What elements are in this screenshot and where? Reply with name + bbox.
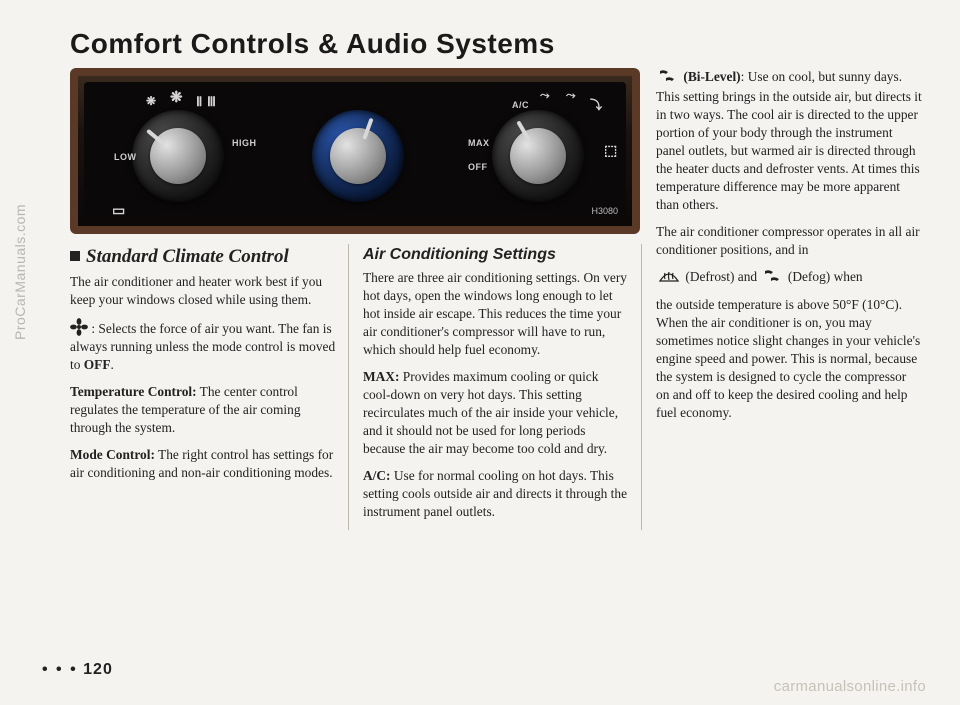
ac-label-bold: A/C: — [363, 468, 391, 483]
high-label: HIGH — [232, 138, 257, 148]
column-3: (Bi-Level): Use on cool, but sunny days.… — [656, 244, 922, 530]
manual-page: Comfort Controls & Audio Systems LOW HIG… — [0, 0, 960, 540]
defrost-defog-line: (Defrost) and (Defog) when — [656, 268, 922, 288]
max-label: MAX — [468, 138, 490, 148]
floor-tick-icon: ⤵ — [590, 96, 603, 113]
page-number-value: 120 — [83, 661, 113, 678]
off-label: OFF — [468, 162, 488, 172]
defrost-tick-icon: ⬚ — [604, 142, 618, 159]
bilevel-text: : Use on cool, but sunny days. This sett… — [656, 69, 922, 212]
defog-icon — [763, 269, 783, 288]
col1-intro: The air conditioner and heater work best… — [70, 273, 336, 309]
temperature-knob — [312, 110, 404, 202]
temp-label: Temperature Control: — [70, 384, 197, 399]
compressor-line: The air conditioner compressor operates … — [656, 223, 922, 259]
ac-settings-heading: Air Conditioning Settings — [363, 244, 629, 265]
temp-paragraph: Temperature Control: The center control … — [70, 383, 336, 437]
low-label: LOW — [114, 152, 137, 162]
mode-label: Mode Control: — [70, 447, 155, 462]
fan-tick-small: ❋ — [146, 94, 157, 108]
defrost-label: (Defrost) — [685, 269, 734, 284]
column-2: Air Conditioning Settings There are thre… — [363, 244, 642, 530]
panel-face: LOW HIGH ❋ ❋ Ⅱ Ⅲ ▭ MAX OFF A/C ⤳ ⤳ ⤵ ⬚ H… — [84, 82, 626, 220]
max-label-bold: MAX: — [363, 369, 399, 384]
bilevel-icon — [658, 69, 678, 88]
bilevel-label: (Bi-Level) — [683, 69, 740, 84]
bilevel-tick-icon: ⤳ — [540, 88, 550, 103]
fan-tick-med: ❋ — [170, 88, 183, 106]
mode-knob — [492, 110, 584, 202]
fan-paragraph: : Selects the force of air you want. The… — [70, 318, 336, 374]
figure-code: H3080 — [591, 206, 618, 216]
col3-content: (Bi-Level): Use on cool, but sunny days.… — [656, 68, 922, 422]
defrost-icon — [658, 269, 680, 288]
temperature-note: the outside temperature is above 50°F (1… — [656, 296, 922, 422]
ac-text: Use for normal cooling on hot days. This… — [363, 468, 627, 519]
max-text: Provides maximum cooling or quick cool-d… — [363, 369, 618, 456]
page-number: • • • 120 — [42, 661, 113, 679]
heading-square-icon — [70, 251, 80, 261]
max-paragraph: MAX: Provides maximum cooling or quick c… — [363, 368, 629, 458]
rear-defrost-icon: ▭ — [112, 202, 126, 219]
fan-off-word: OFF — [84, 357, 111, 372]
body-columns: Standard Climate Control The air conditi… — [70, 244, 922, 530]
fan-knob — [132, 110, 224, 202]
bilevel-paragraph: (Bi-Level): Use on cool, but sunny days.… — [656, 68, 922, 214]
page-title: Comfort Controls & Audio Systems — [70, 28, 922, 60]
side-watermark: ProCarManuals.com — [12, 204, 28, 340]
climate-panel-illustration: LOW HIGH ❋ ❋ Ⅱ Ⅲ ▭ MAX OFF A/C ⤳ ⤳ ⤵ ⬚ H… — [70, 68, 640, 234]
when-word: when — [834, 269, 863, 284]
ac-paragraph: A/C: Use for normal cooling on hot days.… — [363, 467, 629, 521]
and-word: and — [738, 269, 757, 284]
fan-icon — [70, 318, 88, 336]
std-climate-heading-text: Standard Climate Control — [86, 246, 289, 267]
col2-intro: There are three air conditioning setting… — [363, 269, 629, 359]
bottom-watermark: carmanualsonline.info — [774, 678, 926, 695]
vent-tick-icon: ⤳ — [566, 88, 576, 103]
column-1: Standard Climate Control The air conditi… — [70, 244, 349, 530]
fan-tick-hi: Ⅱ Ⅲ — [196, 94, 216, 110]
mode-paragraph: Mode Control: The right control has sett… — [70, 446, 336, 482]
std-climate-heading: Standard Climate Control — [70, 244, 336, 269]
ac-label: A/C — [512, 100, 529, 110]
defog-label: (Defog) — [788, 269, 830, 284]
